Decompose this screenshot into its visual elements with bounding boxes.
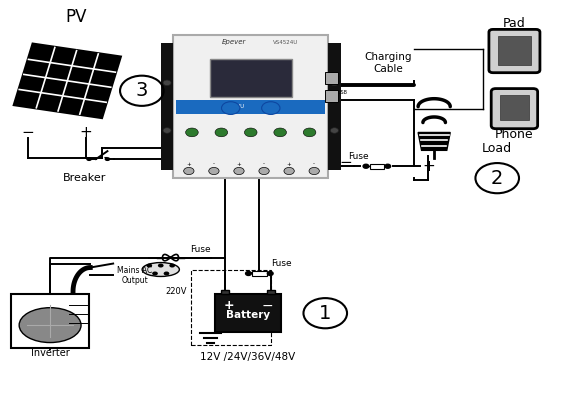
Circle shape	[303, 128, 316, 137]
Circle shape	[234, 168, 244, 174]
Text: 220V: 220V	[165, 287, 187, 296]
Circle shape	[363, 164, 369, 168]
Text: USB: USB	[338, 90, 347, 95]
Circle shape	[158, 264, 164, 268]
Text: Fuse: Fuse	[271, 259, 291, 268]
Text: Pad: Pad	[503, 17, 526, 30]
Text: SET: SET	[263, 104, 273, 109]
Text: Fuse: Fuse	[348, 152, 368, 161]
Text: Charging
Cable: Charging Cable	[365, 52, 412, 74]
Circle shape	[163, 80, 171, 86]
Circle shape	[222, 102, 240, 114]
Text: Inverter: Inverter	[31, 348, 70, 358]
Circle shape	[259, 168, 269, 174]
Text: +: +	[187, 162, 191, 167]
Circle shape	[274, 128, 286, 137]
Text: Epever: Epever	[221, 39, 246, 45]
Ellipse shape	[19, 308, 81, 342]
FancyBboxPatch shape	[325, 72, 339, 84]
Text: 2: 2	[491, 169, 503, 188]
Text: −: −	[339, 155, 352, 170]
Bar	[500, 95, 529, 120]
Text: -: -	[263, 162, 265, 167]
FancyBboxPatch shape	[210, 59, 291, 97]
Text: MENU: MENU	[228, 104, 244, 109]
Circle shape	[309, 168, 319, 174]
Text: -: -	[213, 162, 215, 167]
Circle shape	[163, 128, 171, 133]
Circle shape	[105, 157, 110, 161]
Text: +: +	[224, 299, 235, 312]
Circle shape	[146, 264, 152, 268]
Bar	[161, 43, 173, 170]
Bar	[215, 294, 281, 332]
Text: Mains AC
Output: Mains AC Output	[118, 266, 153, 285]
Circle shape	[331, 80, 339, 86]
Text: 12V /24V/36V/48V: 12V /24V/36V/48V	[200, 352, 295, 362]
Ellipse shape	[142, 262, 179, 276]
Text: Fuse: Fuse	[191, 245, 211, 254]
Circle shape	[152, 272, 158, 276]
Text: +: +	[237, 162, 241, 167]
Text: −: −	[262, 299, 274, 313]
Bar	[328, 43, 341, 170]
Text: Battery: Battery	[226, 310, 270, 320]
Circle shape	[169, 264, 175, 268]
Bar	[176, 100, 325, 114]
FancyBboxPatch shape	[325, 90, 339, 102]
Circle shape	[267, 272, 273, 276]
Text: −: −	[21, 125, 34, 140]
Polygon shape	[418, 132, 450, 150]
Text: +: +	[422, 159, 435, 174]
FancyBboxPatch shape	[12, 294, 89, 348]
FancyBboxPatch shape	[173, 35, 328, 178]
Text: VS4524U: VS4524U	[272, 40, 298, 45]
Text: Breaker: Breaker	[63, 173, 106, 183]
Circle shape	[184, 168, 194, 174]
Bar	[252, 271, 267, 276]
Bar	[191, 270, 271, 345]
Bar	[267, 290, 275, 294]
Circle shape	[262, 102, 280, 114]
Circle shape	[245, 272, 251, 276]
Text: +: +	[80, 125, 93, 140]
Text: +: +	[287, 162, 291, 167]
Text: 1: 1	[319, 304, 331, 323]
Circle shape	[331, 128, 339, 133]
Polygon shape	[14, 44, 120, 117]
FancyBboxPatch shape	[489, 29, 540, 73]
Text: Load: Load	[482, 142, 512, 155]
Circle shape	[244, 128, 257, 137]
Text: -: -	[313, 162, 315, 167]
Bar	[370, 164, 384, 169]
Text: 3: 3	[135, 81, 148, 100]
Circle shape	[86, 157, 92, 161]
Circle shape	[164, 272, 169, 276]
Bar	[498, 36, 530, 65]
Circle shape	[185, 128, 198, 137]
Bar	[221, 290, 229, 294]
Text: PV: PV	[65, 8, 86, 26]
Circle shape	[385, 164, 391, 168]
Circle shape	[209, 168, 219, 174]
Circle shape	[215, 128, 228, 137]
FancyBboxPatch shape	[491, 88, 537, 129]
Text: Phone: Phone	[495, 128, 534, 141]
Circle shape	[284, 168, 294, 174]
